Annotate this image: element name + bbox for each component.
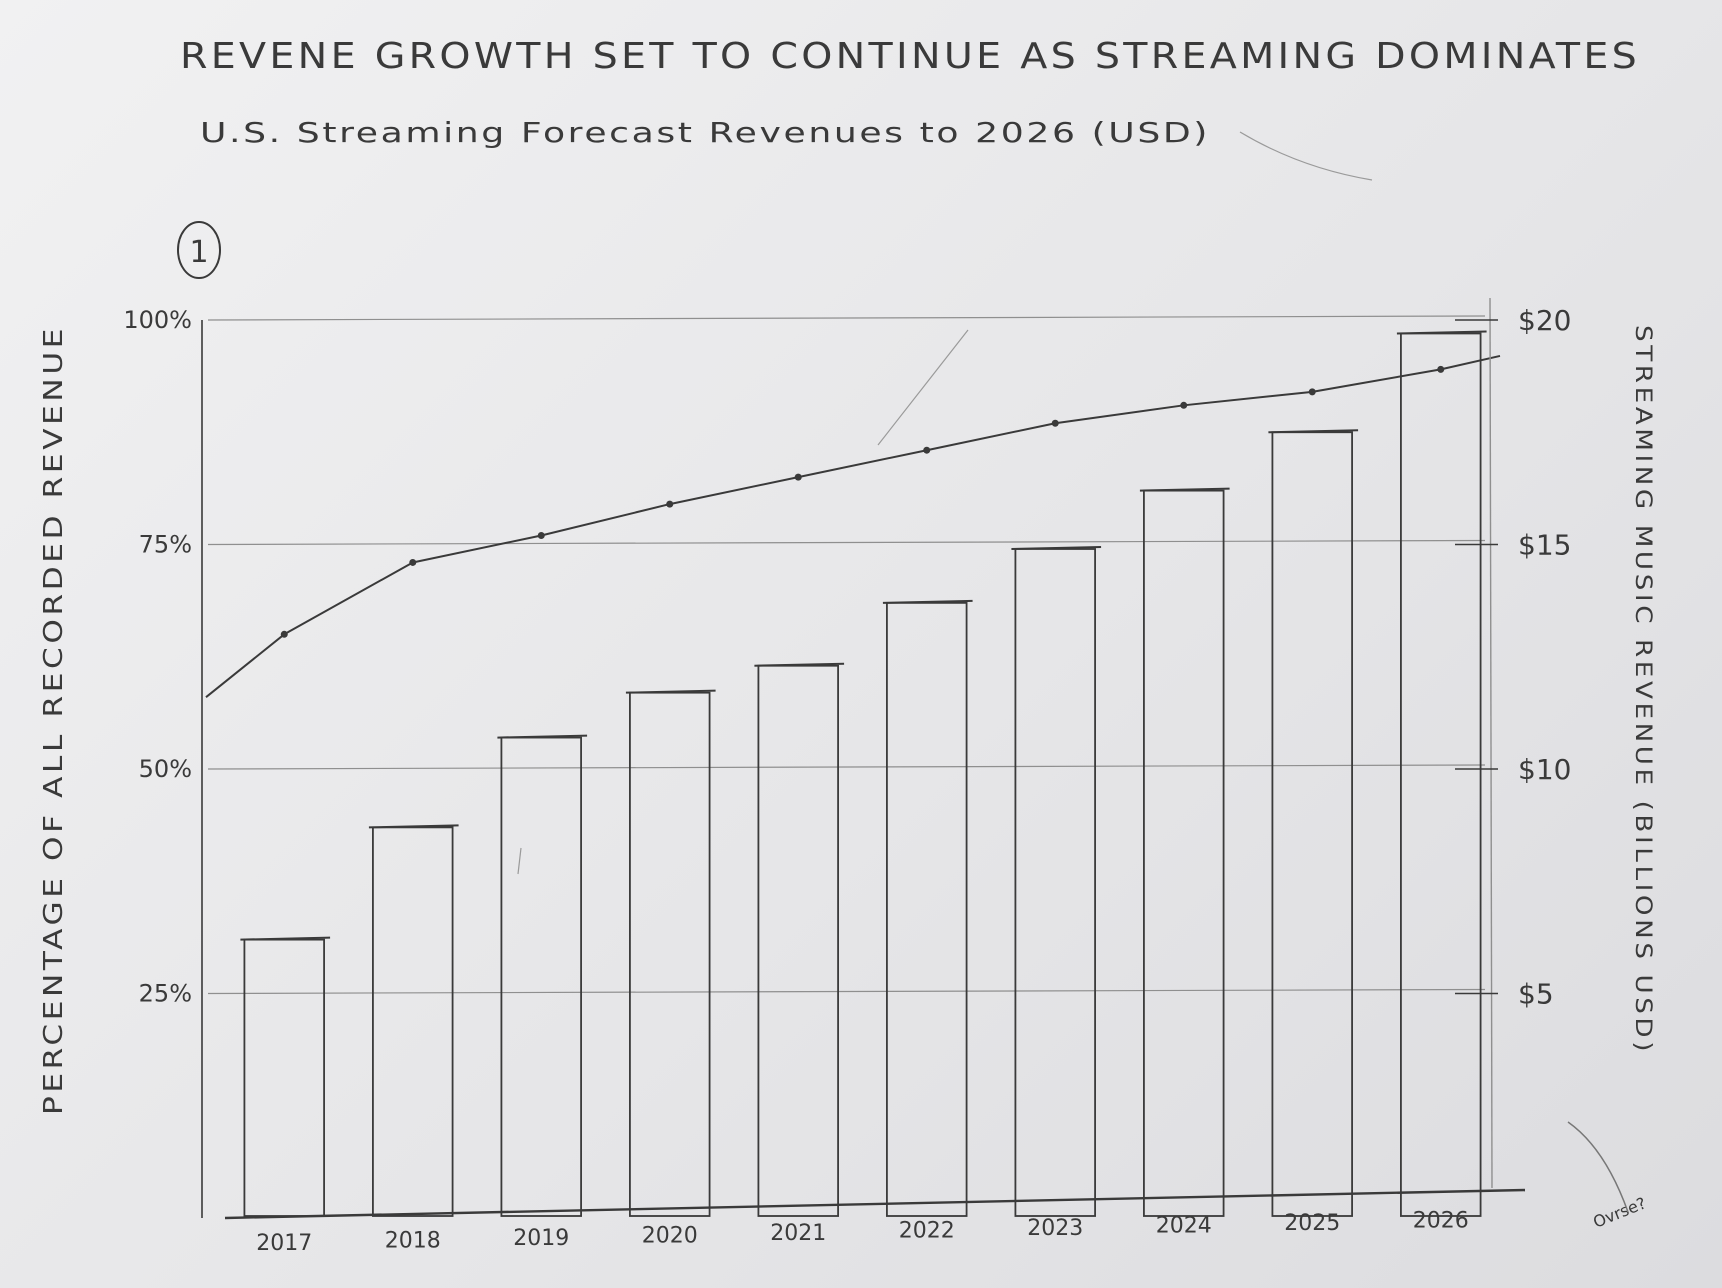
grid-layer <box>207 315 1486 995</box>
bar <box>500 736 582 1217</box>
gridline <box>207 988 1486 995</box>
right-axis-line <box>1489 297 1493 1189</box>
bars-layer <box>240 330 1487 1217</box>
x-axis-line <box>224 1188 1526 1220</box>
x-tick-label: 2026 <box>1413 1209 1469 1234</box>
line-point <box>1051 419 1059 427</box>
bar <box>757 664 839 1217</box>
bar-cap <box>368 824 459 829</box>
bar <box>886 601 968 1217</box>
labels-layer: 25% 50% 75% 100% $5 $10 $15 $20 2017 2018 2019 2020… <box>123 304 1571 1256</box>
left-axis-tick-label: 25% <box>139 980 192 1008</box>
line-point <box>1437 365 1445 373</box>
bar <box>243 938 325 1217</box>
margin-note-stroke <box>1567 1121 1629 1213</box>
axes-layer <box>201 297 1526 1220</box>
bar-cap <box>882 599 973 604</box>
left-axis-title: PERCENTAGE OF ALL RECORDED REVENUE <box>39 325 69 1115</box>
bar <box>1014 548 1096 1217</box>
right-axis-title: STREAMING MUSIC REVENUE (BILLIONS USD) <box>1630 325 1655 1055</box>
right-axis-tick-label: $5 <box>1518 978 1554 1011</box>
line-point <box>666 500 674 508</box>
margin-note: Ovrse? <box>1590 1193 1648 1231</box>
x-tick-label: 2025 <box>1284 1211 1340 1236</box>
x-tick-label: 2019 <box>513 1226 569 1251</box>
x-tick-label: 2017 <box>256 1231 312 1256</box>
gridline <box>207 315 1486 321</box>
x-tick-label: 2020 <box>642 1224 698 1249</box>
gridline <box>207 539 1486 546</box>
bar <box>372 826 454 1217</box>
bar <box>629 691 711 1217</box>
line-layer <box>205 354 1501 698</box>
pencil-stray-mark <box>517 847 522 875</box>
gridline <box>207 764 1486 770</box>
bar-cap <box>625 689 716 694</box>
chart-subtitle: U.S. Streaming Forecast Revenues to 2026… <box>200 116 1210 149</box>
bar-cap <box>1011 545 1102 550</box>
bar <box>1271 431 1353 1217</box>
x-tick-label: 2022 <box>899 1219 955 1244</box>
bar-cap <box>240 936 331 941</box>
chart-title: REVENE GROWTH SET TO CONTINUE AS STREAMI… <box>180 36 1640 77</box>
bar-cap <box>1396 330 1487 335</box>
x-tick-label: 2023 <box>1027 1216 1083 1241</box>
right-axis-tick-label: $15 <box>1518 529 1571 562</box>
bar-cap <box>1139 487 1230 492</box>
line-point <box>923 446 931 454</box>
left-axis-tick-label: 50% <box>139 755 192 783</box>
figure-number: 1 <box>189 235 208 270</box>
pencil-stray-mark <box>877 329 969 446</box>
bar <box>1143 489 1225 1217</box>
line-point <box>409 558 417 566</box>
bar-cap <box>497 734 588 739</box>
line-point <box>280 630 288 638</box>
pencil-stray-mark <box>1239 131 1373 181</box>
line-point <box>537 532 545 540</box>
left-axis-tick-label: 75% <box>139 531 192 559</box>
x-tick-label: 2018 <box>385 1229 441 1254</box>
line-point <box>1180 401 1188 409</box>
bar-cap <box>754 662 845 667</box>
figure-number-badge: 1 <box>177 221 221 279</box>
x-tick-label: 2021 <box>770 1221 826 1246</box>
left-axis-tick-label: 100% <box>123 306 192 334</box>
x-tick-label: 2024 <box>1156 1214 1212 1239</box>
percentage-line <box>205 354 1501 698</box>
line-point <box>1308 388 1316 396</box>
bar <box>1400 332 1482 1217</box>
bar-cap <box>1268 429 1359 434</box>
line-point <box>794 473 802 481</box>
right-axis-tick-label: $10 <box>1518 753 1571 786</box>
right-axis-tick-label: $20 <box>1518 304 1571 337</box>
